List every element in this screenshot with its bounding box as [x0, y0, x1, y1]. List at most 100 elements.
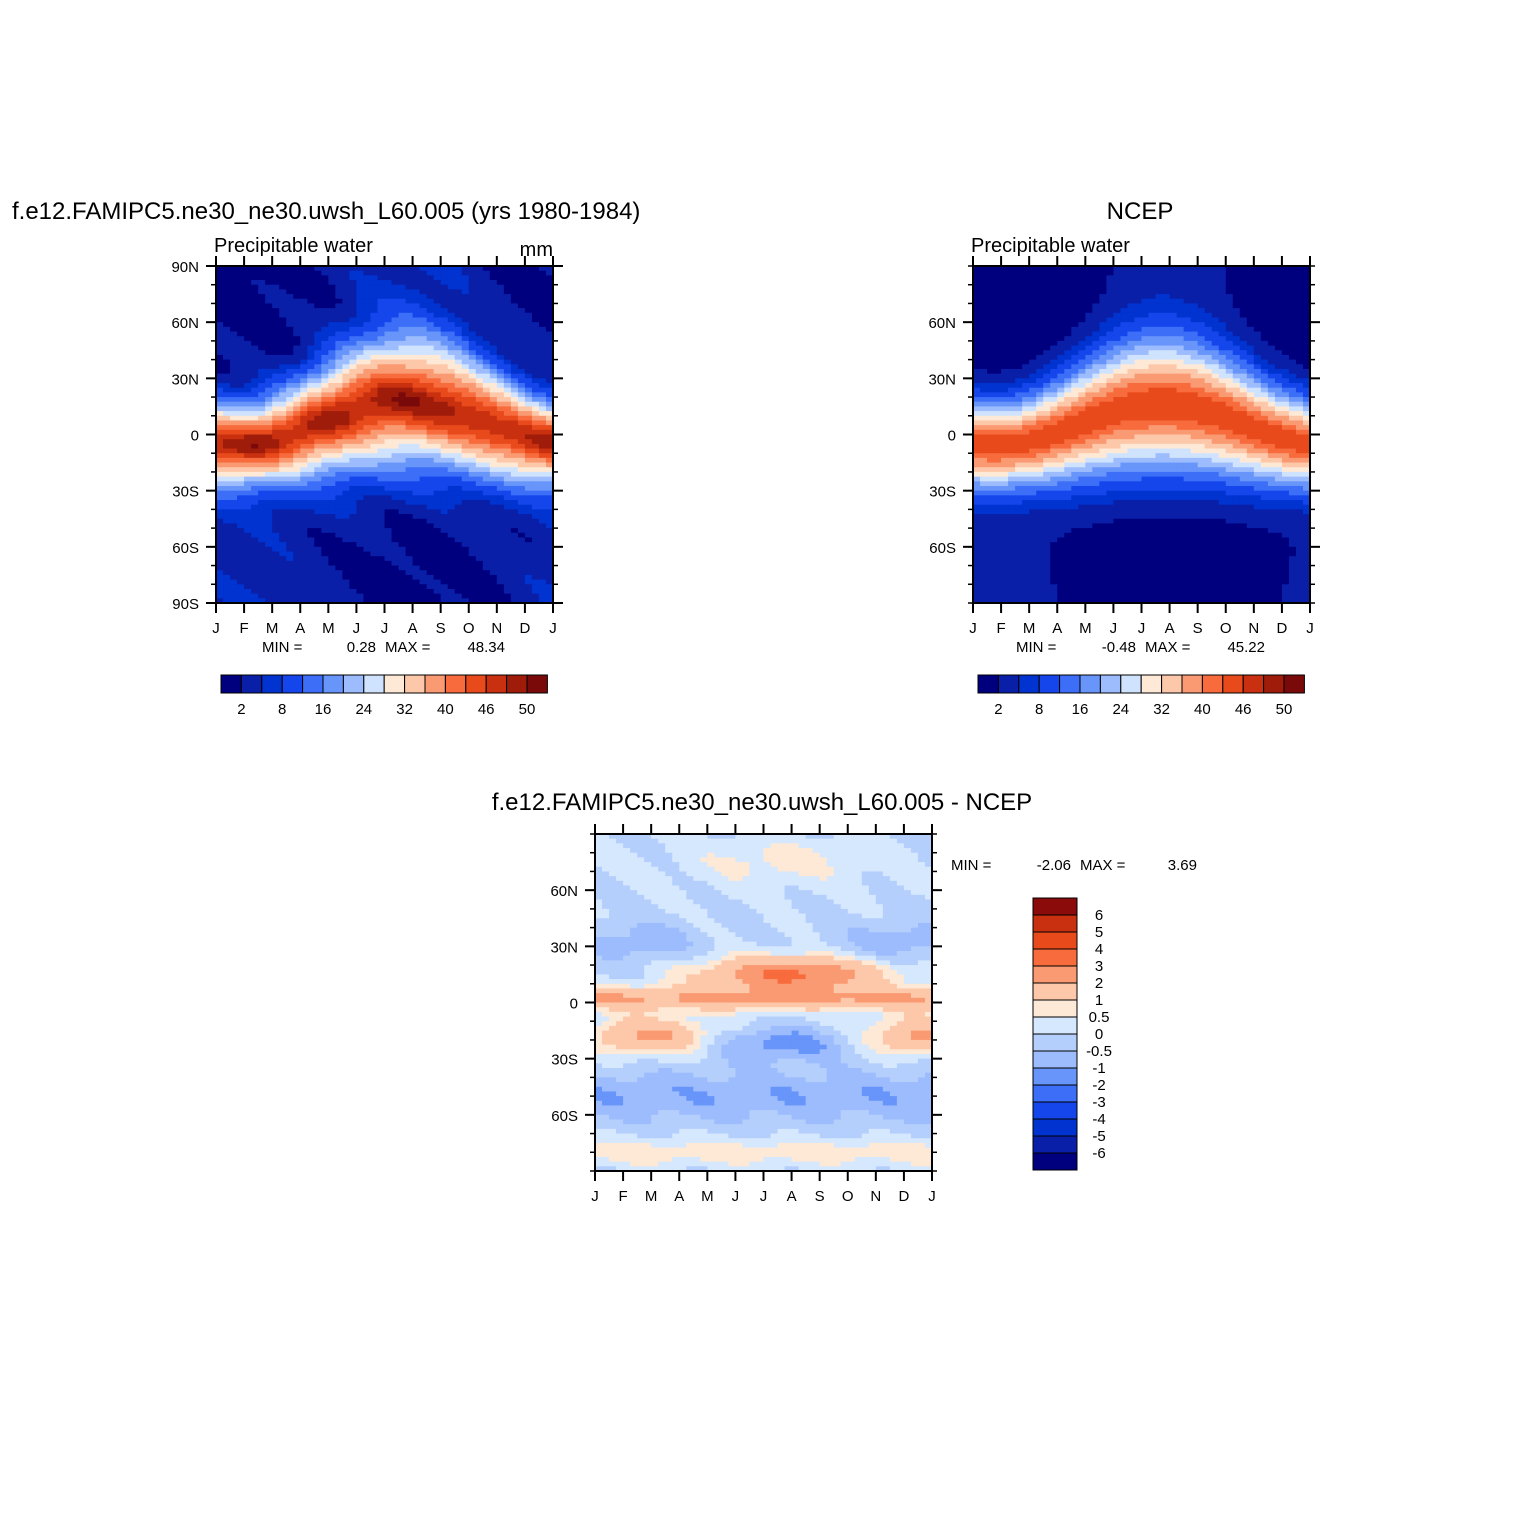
- ncep-cell: [973, 387, 981, 393]
- model-cell: [545, 294, 554, 300]
- model-cell: [489, 593, 498, 599]
- model-cell: [307, 322, 315, 328]
- model-cell: [293, 350, 301, 356]
- ncep-cell: [1071, 387, 1079, 393]
- model-cell: [426, 532, 435, 539]
- model-cell: [370, 359, 379, 365]
- model-cell: [538, 420, 547, 426]
- model-cell: [230, 528, 238, 534]
- model-cell: [230, 495, 238, 501]
- model-cell: [412, 303, 421, 309]
- model-cell: [237, 514, 245, 520]
- model-cell: [503, 326, 512, 333]
- model-cell: [272, 565, 280, 571]
- ncep-cell: [1078, 312, 1086, 319]
- model-cell: [293, 579, 301, 585]
- ncep-cell: [987, 280, 995, 286]
- ncep-cell: [1064, 401, 1072, 408]
- ncep-cell: [994, 387, 1002, 393]
- model-cell: [391, 303, 400, 309]
- ncep-cell: [1120, 350, 1129, 356]
- model-cell: [265, 481, 273, 487]
- model-cell: [412, 551, 421, 557]
- model-cell: [335, 411, 343, 417]
- model-cell: [377, 308, 386, 314]
- model-cell: [244, 476, 252, 482]
- model-cell: [293, 303, 301, 309]
- ncep-cell: [980, 359, 988, 365]
- model-cell: [524, 584, 533, 590]
- model-cell: [335, 340, 343, 347]
- model-cell: [503, 518, 512, 525]
- model-cell: [293, 588, 301, 595]
- model-cell: [433, 429, 442, 436]
- ncep-cell: [1246, 331, 1255, 337]
- model-cell: [223, 336, 231, 342]
- model-cell: [412, 565, 421, 571]
- model-cell: [300, 471, 308, 478]
- model-cell: [447, 448, 456, 454]
- model-cell: [489, 579, 498, 585]
- model-cell: [363, 565, 372, 571]
- ncep-cell: [1099, 317, 1107, 323]
- ncep-cell: [1001, 340, 1009, 347]
- model-cell: [356, 514, 365, 520]
- model-cell: [517, 462, 526, 468]
- model-cell: [412, 336, 421, 342]
- model-cell: [405, 368, 414, 375]
- model-cell: [377, 448, 386, 454]
- model-cell: [370, 415, 379, 422]
- model-cell: [237, 354, 245, 361]
- model-cell: [510, 490, 519, 496]
- ncep-cell: [973, 289, 981, 295]
- model-cell: [230, 532, 238, 539]
- model-cell: [321, 546, 329, 553]
- model-cell: [349, 383, 358, 389]
- ncep-cell: [1204, 359, 1213, 365]
- model-cell: [475, 528, 484, 534]
- model-cell: [461, 481, 470, 487]
- model-cell: [244, 383, 252, 389]
- model-cell: [258, 443, 266, 450]
- model-cell: [279, 392, 287, 398]
- model-cell: [412, 420, 421, 426]
- ncep-cell: [1197, 392, 1206, 398]
- model-cell: [531, 467, 540, 473]
- model-cell: [510, 509, 519, 515]
- model-cell: [440, 462, 449, 468]
- ncep-cell: [1190, 373, 1199, 379]
- model-cell: [216, 397, 224, 403]
- ncep-cell: [1288, 270, 1297, 276]
- model-cell: [223, 593, 231, 599]
- ncep-cell: [1246, 364, 1255, 370]
- model-cell: [433, 373, 442, 379]
- ncep-cell: [1295, 378, 1304, 384]
- ncep-cell: [1008, 340, 1016, 347]
- model-cell: [370, 476, 379, 482]
- model-cell: [440, 429, 449, 436]
- ncep-cell: [1050, 350, 1058, 356]
- model-cell: [524, 528, 533, 534]
- model-cell: [377, 336, 386, 342]
- model-cell: [433, 312, 442, 319]
- model-cell: [314, 588, 322, 595]
- model-cell: [405, 448, 414, 454]
- model-cell: [349, 364, 358, 370]
- model-cell: [405, 528, 414, 534]
- ncep-cell: [1120, 368, 1129, 375]
- model-cell: [412, 579, 421, 585]
- model-cell: [244, 462, 252, 468]
- ncep-cell: [1302, 336, 1311, 342]
- model-cell: [524, 364, 533, 370]
- model-cell: [517, 434, 526, 440]
- model-cell: [251, 401, 259, 408]
- ncep-cell: [1274, 387, 1283, 393]
- model-cell: [538, 373, 547, 379]
- model-cell: [475, 350, 484, 356]
- model-cell: [293, 429, 301, 436]
- model-cell: [398, 340, 407, 347]
- model-cell: [230, 326, 238, 333]
- model-cell: [216, 364, 224, 370]
- ncep-cell: [1085, 387, 1093, 393]
- model-cell: [461, 364, 470, 370]
